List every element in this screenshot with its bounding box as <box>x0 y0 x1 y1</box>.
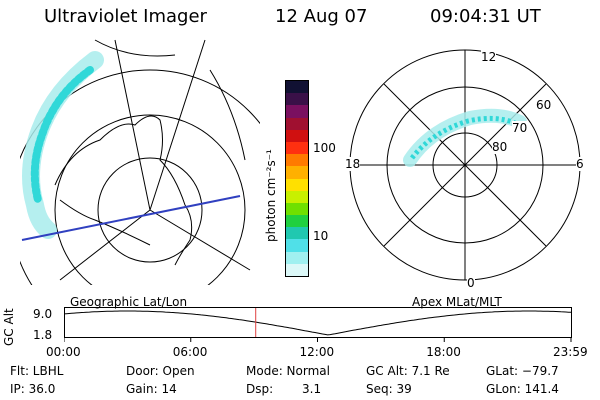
altitude-curve <box>64 310 572 336</box>
colorbar-swatch <box>286 215 308 228</box>
colorbar-swatch <box>286 178 308 191</box>
aurora-oval-core <box>30 66 94 204</box>
colorbar-swatch <box>286 105 308 118</box>
timeline-x-tick-label: 12:00 <box>299 345 335 359</box>
geo-caption: Geographic Lat/Lon <box>70 295 188 309</box>
door-status: Door: Open <box>126 364 195 378</box>
timeline-y-tick-max: 9.0 <box>33 307 53 321</box>
timeline-y-tick-min: 1.8 <box>33 328 53 342</box>
colorbar-swatch <box>286 93 308 106</box>
mlat-label-80: 80 <box>492 140 508 154</box>
mlt-label-18: 18 <box>345 157 361 171</box>
latitude-circle-inner <box>97 157 203 263</box>
mlt-label-6: 6 <box>576 157 584 171</box>
colorbar-swatch <box>286 251 308 264</box>
ip-status: IP: 36.0 <box>10 382 56 396</box>
glon-status: GLon: 141.4 <box>486 382 559 396</box>
mlt-label-12: 12 <box>481 50 497 64</box>
aurora-oval-apex-core <box>410 115 516 160</box>
latitude-circle-middle <box>54 114 246 285</box>
filter-status: Flt: LBHL <box>10 364 64 378</box>
timeline-x-tick-label: 00:00 <box>46 345 81 359</box>
meridian-line <box>59 209 151 281</box>
meridian-line <box>94 39 176 57</box>
colorbar-swatch <box>286 81 308 94</box>
instrument-title: Ultraviolet Imager <box>44 6 207 27</box>
dsp-value: 3.1 <box>302 382 322 396</box>
meridian-line <box>149 209 251 271</box>
seq-status: Seq: 39 <box>366 382 412 396</box>
latitude-circle-outer <box>20 69 260 285</box>
mlat-label-60: 60 <box>536 98 552 112</box>
colorbar-swatch <box>286 154 308 167</box>
dsp-label: Dsp: <box>246 382 274 396</box>
timeline-x-tick-label: 06:00 <box>172 345 208 359</box>
time-label: 09:04:31 UT <box>430 6 541 27</box>
gc-alt-status: GC Alt: 7.1 Re <box>366 364 450 378</box>
meridian-line <box>149 39 206 211</box>
colorbar-swatch <box>286 239 308 252</box>
timeline-x-tick-label: 23:59 <box>553 345 588 359</box>
apex-caption: Apex MLat/MLT <box>412 295 502 309</box>
altitude-timeline <box>64 307 572 342</box>
colorbar <box>285 80 309 277</box>
colorbar-swatch <box>286 227 308 240</box>
colorbar-tick-100: 100 <box>313 141 336 155</box>
timeline-x-tick-label: 18:00 <box>426 345 461 359</box>
meridian-line <box>114 39 151 211</box>
satellite-track <box>21 195 241 241</box>
colorbar-swatch <box>286 166 308 179</box>
aurora-oval-apex <box>403 108 527 167</box>
colorbar-swatch <box>286 129 308 142</box>
meridian-line <box>209 69 246 161</box>
gain-status: Gain: 14 <box>126 382 177 396</box>
colorbar-swatch <box>286 202 308 216</box>
mlt-label-0: 0 <box>467 276 475 290</box>
colorbar-swatch <box>286 263 308 276</box>
date-label: 12 Aug 07 <box>275 6 368 27</box>
mlt-line <box>383 83 547 247</box>
mode-status: Mode: Normal <box>246 364 330 378</box>
mlat-label-70: 70 <box>512 121 528 135</box>
colorbar-tick-10: 10 <box>313 229 329 243</box>
coastline <box>54 115 193 266</box>
colorbar-swatch <box>286 141 308 155</box>
colorbar-swatch <box>286 190 308 203</box>
glat-status: GLat: −79.7 <box>486 364 559 378</box>
timeline-axis-label: GC Alt <box>2 308 16 346</box>
colorbar-swatch <box>286 117 308 130</box>
